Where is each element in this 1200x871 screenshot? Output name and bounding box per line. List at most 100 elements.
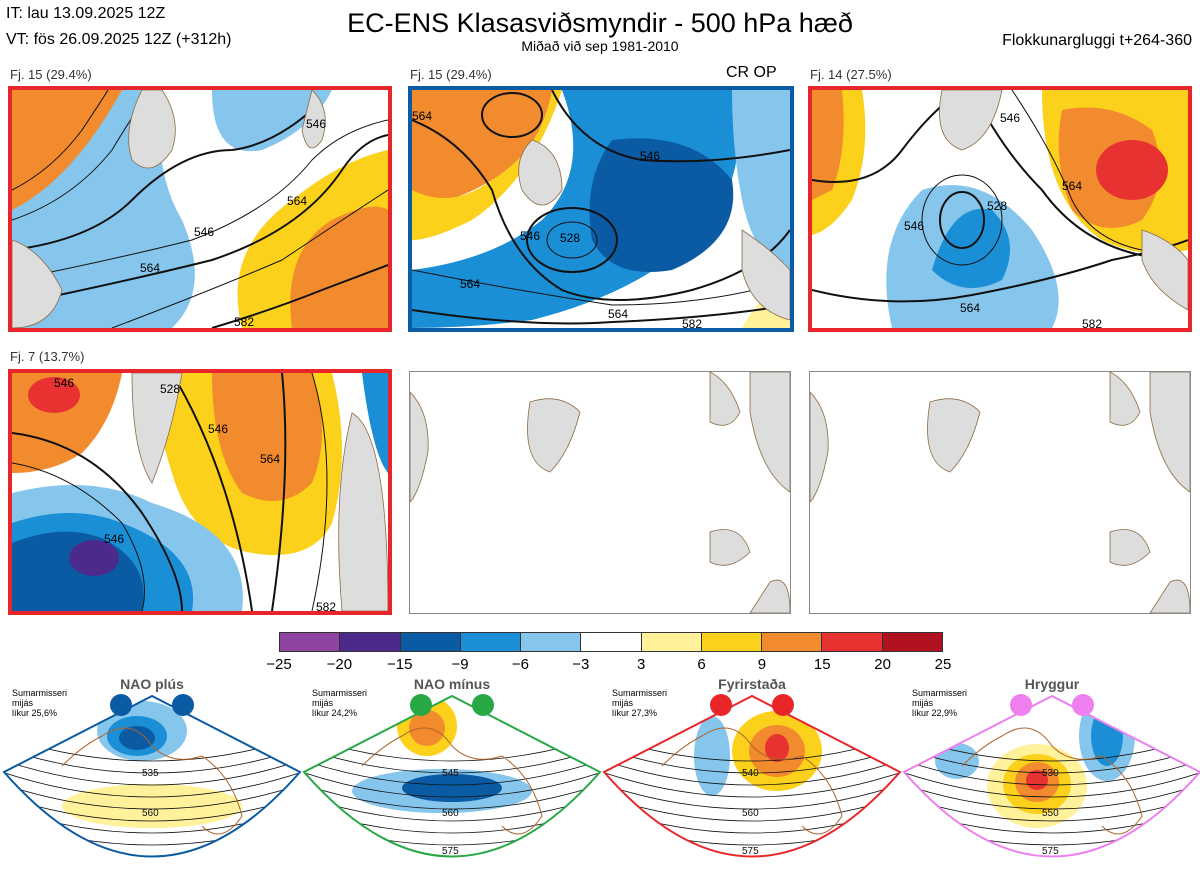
height-contour <box>304 747 600 774</box>
regime-contour-label: 530 <box>1042 768 1059 779</box>
panel-4-contour-label: 546 <box>208 422 228 436</box>
height-contour <box>604 795 900 822</box>
colorbar-tick-label: 15 <box>813 656 831 673</box>
regime-panel[interactable]: 535 560 Sumarmisseri mijás líkur 25,6% NAO pl… <box>2 676 302 871</box>
regime-marker <box>410 694 432 716</box>
panel-4-contour-label: 528 <box>160 382 180 396</box>
panel-1-contour-label: 546 <box>306 117 326 131</box>
regime-name: NAO mínus <box>413 676 491 692</box>
coastline <box>361 727 543 835</box>
panel-1-contour-label: 546 <box>194 225 214 239</box>
regime-marker <box>1072 694 1094 716</box>
panel-3-contour-label: 546 <box>1000 111 1020 125</box>
regime-contour-label: 575 <box>742 846 759 857</box>
anomaly-shading <box>935 743 979 779</box>
regime-name: NAO plús <box>120 676 184 692</box>
height-contour <box>904 747 1200 774</box>
panel-2-contour-label: 546 <box>640 149 660 163</box>
height-contour <box>604 783 900 810</box>
panel-2-contour-label: 564 <box>412 109 432 123</box>
regime-marker <box>110 694 132 716</box>
cluster-map-2[interactable]: 564 546 528 546 564 564 582 <box>408 86 794 332</box>
coastline <box>661 727 843 835</box>
init-time: IT: lau 13.09.2025 12Z <box>6 5 166 22</box>
height-contour <box>4 783 300 810</box>
colorbar <box>279 632 943 652</box>
height-contour <box>904 783 1200 810</box>
colorbar-tick-label: −3 <box>572 656 590 673</box>
colorbar-tick-label: 3 <box>637 656 646 673</box>
colorbar-tick-label: 25 <box>934 656 952 673</box>
colorbar-segment <box>701 633 763 651</box>
panel-4-contour-label: 582 <box>316 600 336 611</box>
panel-2-contour-label: 564 <box>460 277 480 291</box>
height-contour <box>904 771 1200 798</box>
colorbar-ticks: −25 −20 −15 −9 −6 −3 3 6 9 15 20 25 <box>266 656 951 676</box>
colorbar-tick-label: 20 <box>874 656 891 673</box>
anomaly-shading <box>694 716 730 796</box>
colorbar-segment <box>762 633 823 651</box>
regime-contour-label: 540 <box>742 768 759 779</box>
coastline <box>961 727 1143 835</box>
colorbar-tick-label: −6 <box>511 656 530 673</box>
page-title: EC-ENS Klasasviðsmyndir - 500 hPa hæð <box>347 8 853 38</box>
panel-4-contour-label: 546 <box>54 376 74 390</box>
panel-2-contour-label: 528 <box>560 231 580 245</box>
panel-3-contour-label: 528 <box>987 199 1007 213</box>
page-subtitle: Miðað við sep 1981-2010 <box>521 38 679 54</box>
panel-4-contour-label: 564 <box>260 452 280 466</box>
panel-1-contour-label: 582 <box>234 315 254 328</box>
colorbar-segment <box>340 633 401 651</box>
height-contour <box>904 795 1200 822</box>
regime-name: Hryggur <box>1024 676 1080 692</box>
height-contour <box>304 795 600 822</box>
regime-contour-label: 575 <box>442 846 459 857</box>
regime-marker <box>1010 694 1032 716</box>
colorbar-tick-label: −20 <box>326 656 353 673</box>
regime-marker <box>772 694 794 716</box>
regime-info: Sumarmisseri mijás líkur 22,9% <box>912 688 968 718</box>
panel-2-contour-label: 546 <box>520 229 540 243</box>
cluster-map-4[interactable]: 546 528 546 564 546 582 <box>8 369 392 615</box>
regime-contour-label: 560 <box>742 808 759 819</box>
panel-3-contour-label: 564 <box>960 301 980 315</box>
regime-contour-label: 550 <box>1042 808 1059 819</box>
height-contour <box>4 795 300 822</box>
anomaly-shading <box>119 726 155 750</box>
empty-map-1[interactable] <box>409 371 791 614</box>
regime-panel[interactable]: 540 560 575 Sumarmisseri mijás líkur 27,3% Fyr… <box>602 676 902 871</box>
height-contour <box>4 759 300 786</box>
regime-name: Fyrirstaða <box>718 676 786 692</box>
cluster-map-3[interactable]: 546 564 528 546 564 582 <box>808 86 1192 332</box>
regime-contour-label: 560 <box>442 808 459 819</box>
colorbar-tick-label: −15 <box>386 656 413 673</box>
height-contour <box>604 759 900 786</box>
classification-window: Flokkunargluggi t+264-360 <box>1002 32 1192 49</box>
regime-contour-label: 575 <box>1042 846 1059 857</box>
panel-3-label: Fj. 14 (27.5%) <box>810 67 892 82</box>
regime-outline <box>902 694 1200 858</box>
panel-1-contour-label: 564 <box>287 194 307 208</box>
regime-info: Sumarmisseri mijás líkur 27,3% <box>612 688 668 718</box>
height-contour <box>604 771 900 798</box>
height-contour <box>4 771 300 798</box>
anomaly-shading <box>765 734 789 762</box>
colorbar-segment <box>400 633 461 651</box>
colorbar-tick-label: −25 <box>266 656 292 673</box>
cluster-map-1[interactable]: 546 564 546 564 582 <box>8 86 392 332</box>
colorbar-tick-label: 9 <box>757 656 767 673</box>
height-contour <box>304 771 600 798</box>
regime-outline <box>602 694 902 858</box>
colorbar-segment <box>460 633 522 651</box>
regime-contour-label: 535 <box>142 768 159 779</box>
panel-3-contour-label: 564 <box>1062 179 1082 193</box>
colorbar-segment <box>882 633 942 651</box>
regime-panel[interactable]: 530 550 575 Sumarmisseri mijás líkur 22,9% Hry… <box>902 676 1200 871</box>
anomaly-shading <box>1091 706 1123 766</box>
regime-panel[interactable]: 545 560 575 Sumarmisseri mijás líkur 24,2% NAO… <box>302 676 602 871</box>
colorbar-tick-label: −9 <box>451 656 469 673</box>
empty-map-2[interactable] <box>809 371 1191 614</box>
regime-marker <box>710 694 732 716</box>
panel-2-contour-label: 564 <box>608 307 628 321</box>
colorbar-tick-label: 6 <box>697 656 706 673</box>
